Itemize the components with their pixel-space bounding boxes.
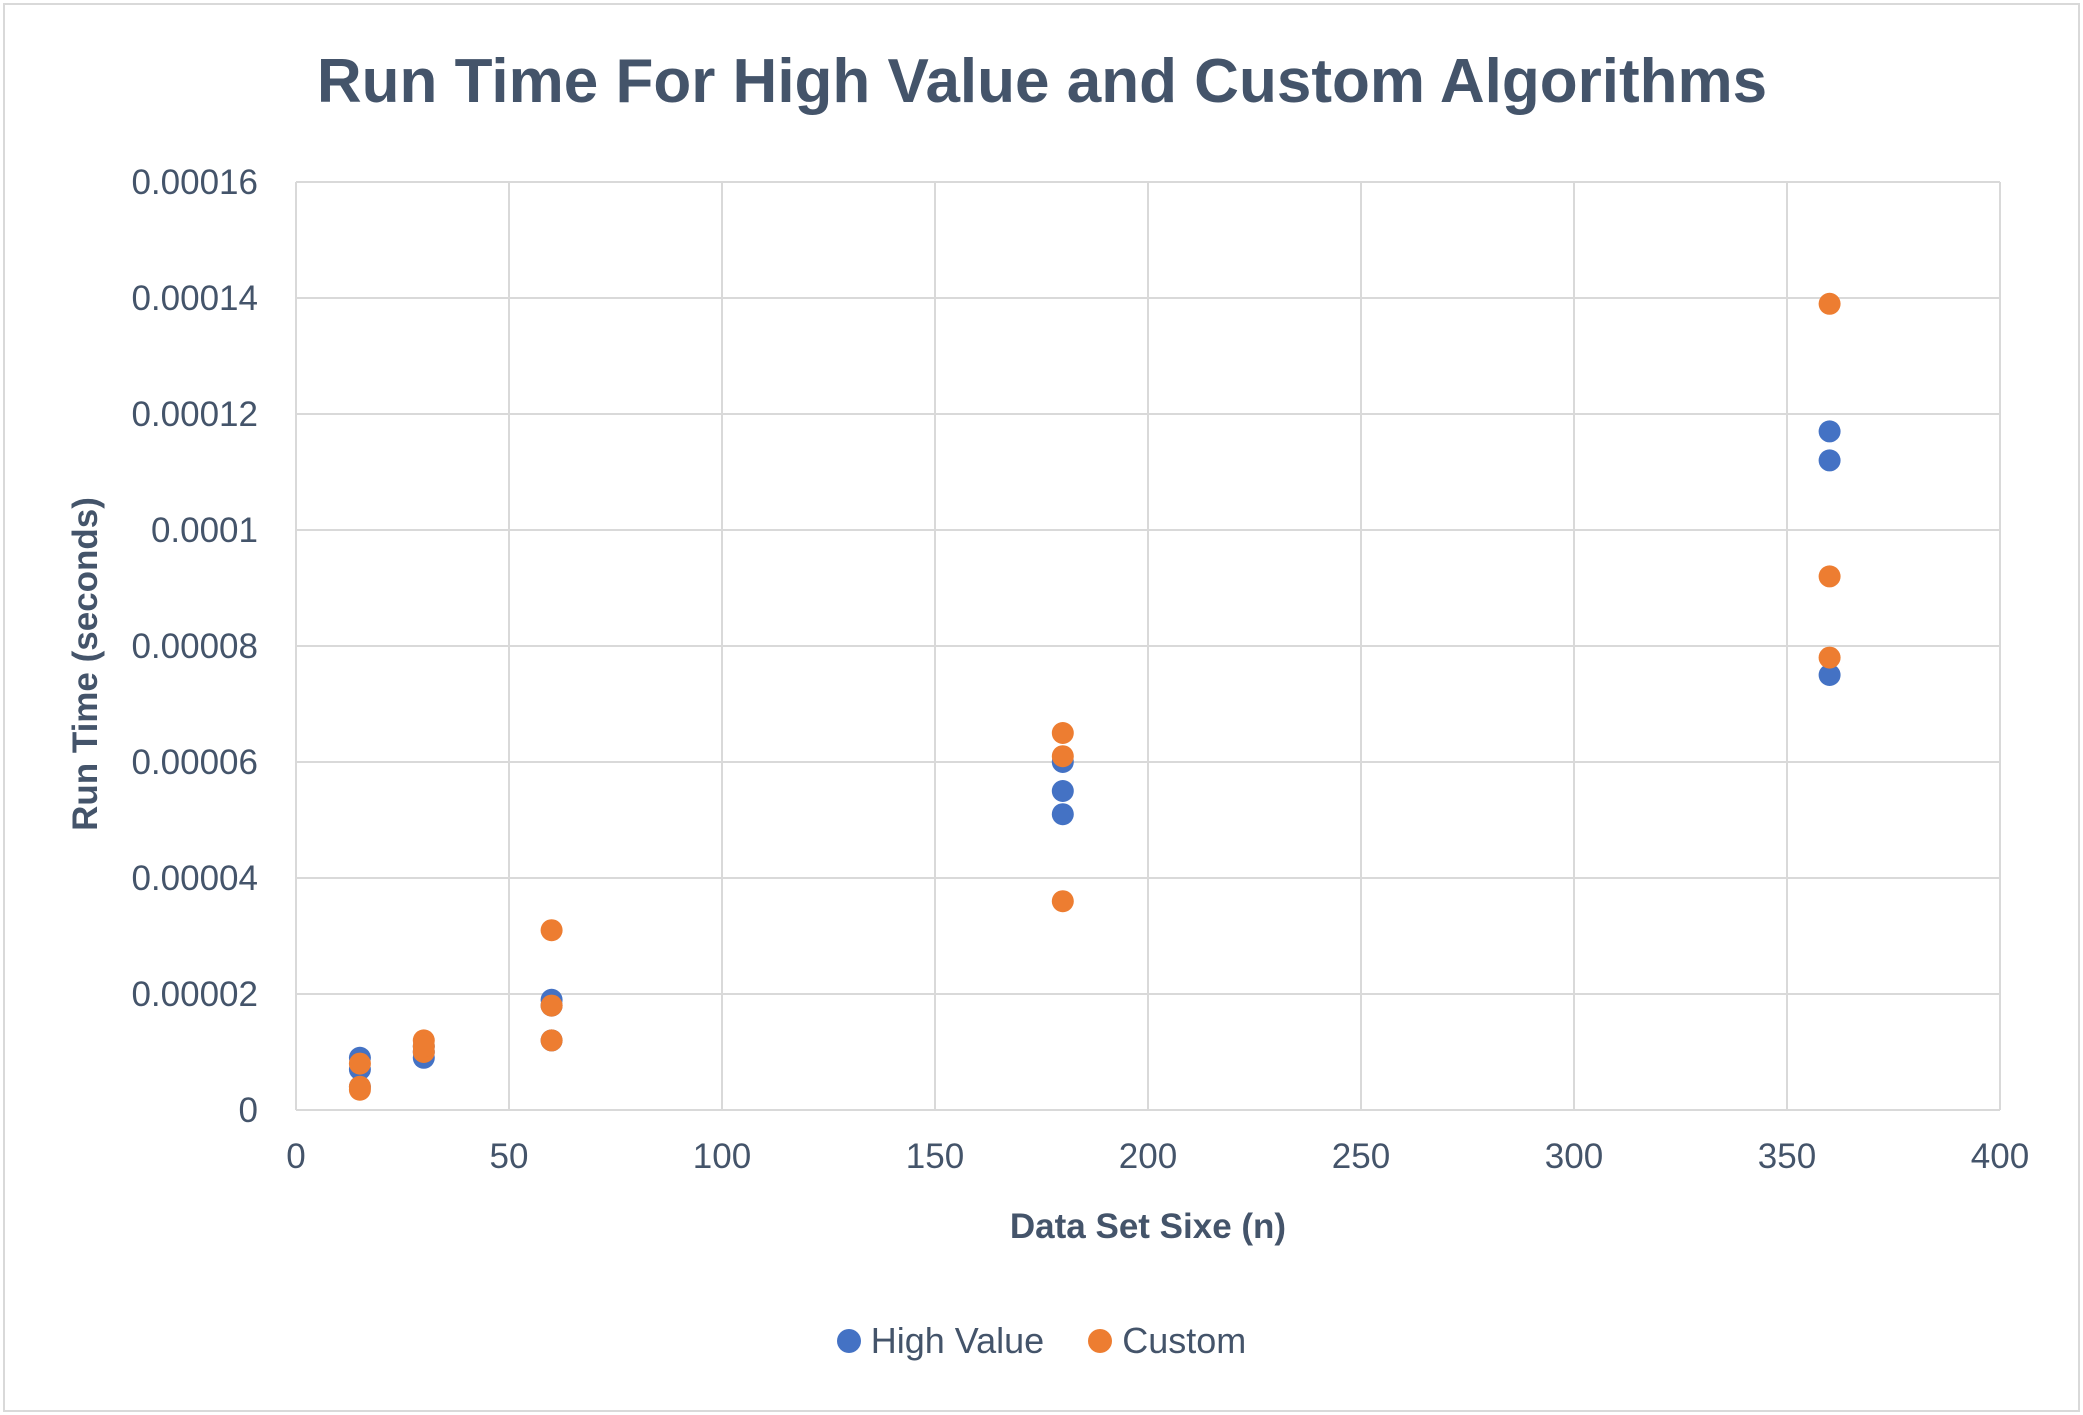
- legend-entry-high-value: High Value: [836, 1320, 1045, 1362]
- x-tick-label: 150: [906, 1137, 964, 1176]
- x-tick-label: 200: [1119, 1137, 1177, 1176]
- data-point-high-value: [1818, 420, 1841, 443]
- grid-lines: [295, 181, 2001, 1111]
- data-point-custom: [540, 919, 563, 942]
- chart-title: Run Time For High Value and Custom Algor…: [317, 47, 1767, 116]
- x-tick-label: 250: [1332, 1137, 1390, 1176]
- data-point-high-value: [1818, 449, 1841, 472]
- data-point-custom: [1051, 890, 1074, 913]
- y-tick-label: 0.00012: [131, 395, 258, 434]
- y-tick-label: 0.00002: [131, 975, 258, 1014]
- y-tick-label: 0.00014: [131, 279, 258, 318]
- data-point-custom: [1818, 292, 1841, 315]
- x-tick-label: 400: [1971, 1137, 2029, 1176]
- x-axis-title: Data Set Sixe (n): [1010, 1207, 1286, 1246]
- y-tick-label: 0.0001: [151, 511, 258, 550]
- series-custom: [348, 292, 1841, 1101]
- data-point-custom: [412, 1035, 435, 1058]
- data-point-custom: [540, 1029, 563, 1052]
- series-high-value: [348, 420, 1841, 1098]
- data-point-custom: [348, 1052, 371, 1075]
- legend: High Value Custom: [0, 1320, 2083, 1362]
- x-tick-label: 50: [490, 1137, 529, 1176]
- x-tick-label: 100: [693, 1137, 751, 1176]
- data-point-high-value: [1818, 664, 1841, 686]
- legend-marker-custom: [1088, 1329, 1113, 1353]
- legend-label-high-value: High Value: [870, 1320, 1045, 1361]
- data-point-custom: [1818, 565, 1841, 588]
- y-tick-label: 0.00016: [131, 163, 258, 202]
- x-tick-label: 350: [1758, 1137, 1816, 1176]
- legend-label-custom: Custom: [1122, 1320, 1247, 1361]
- y-tick-label: 0: [239, 1091, 258, 1130]
- axis-tick-labels: 0 0.00002 0.00004 0.00006 0.00008 0.0001 0.000…: [131, 163, 2029, 1176]
- y-axis-title: Run Time (seconds): [66, 497, 105, 831]
- y-tick-label: 0.00008: [131, 627, 258, 666]
- legend-marker-high-value: [836, 1329, 861, 1353]
- data-point-high-value: [1051, 780, 1074, 802]
- x-tick-label: 300: [1545, 1137, 1603, 1176]
- data-points: [348, 292, 1841, 1101]
- data-point-custom: [540, 994, 563, 1017]
- data-point-custom: [1818, 646, 1841, 669]
- legend-entry-custom: Custom: [1088, 1320, 1246, 1362]
- y-tick-label: 0.00004: [131, 859, 258, 898]
- data-point-custom: [348, 1078, 371, 1101]
- data-point-high-value: [1051, 803, 1074, 826]
- y-tick-label: 0.00006: [131, 743, 258, 782]
- x-tick-label: 0: [286, 1137, 305, 1176]
- data-point-custom: [1051, 745, 1074, 768]
- data-point-custom: [1051, 722, 1074, 744]
- chart-frame: [3, 3, 2080, 1412]
